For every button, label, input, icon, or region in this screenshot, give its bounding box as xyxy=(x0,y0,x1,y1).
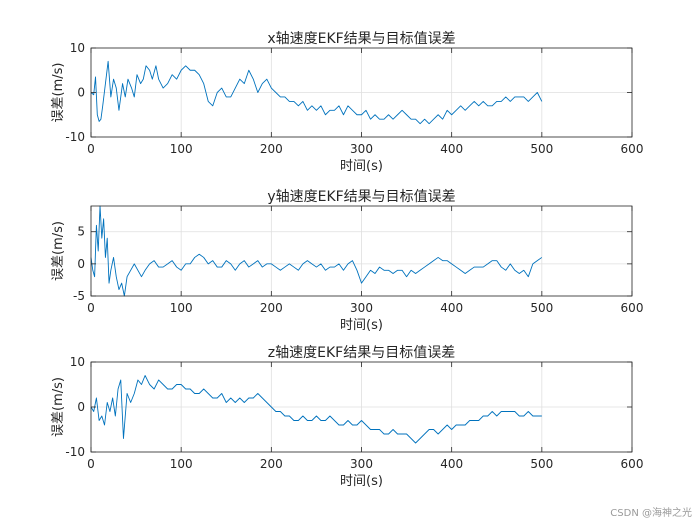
y-tick-label: 5 xyxy=(77,225,85,239)
y-axis-label: 误差(m/s) xyxy=(51,221,66,281)
subplot-title: z轴速度EKF结果与目标值误差 xyxy=(268,345,455,361)
y-axis-label: 误差(m/s) xyxy=(51,63,66,123)
subplot-3: 0 100 200 300 400 500 600-10010z轴速度EKF结果与目标值误差… xyxy=(51,345,643,489)
y-tick-label: 10 xyxy=(70,355,85,369)
x-tick-label: 500 xyxy=(530,142,553,156)
x-tick-label: 600 xyxy=(621,301,644,315)
x-tick-label: 300 xyxy=(350,457,373,471)
subplot-1: 0 100 200 300 400 500 600-10010x轴速度EKF结果与目标值误差… xyxy=(51,31,643,174)
x-tick-label: 600 xyxy=(621,142,644,156)
x-tick-label: 200 xyxy=(260,142,283,156)
y-tick-label: 10 xyxy=(70,41,85,55)
x-tick-label: 600 xyxy=(621,457,644,471)
x-axis-label: 时间(s) xyxy=(340,474,383,489)
series-line-1 xyxy=(90,375,542,444)
x-tick-label: 100 xyxy=(170,457,193,471)
y-tick-label: -10 xyxy=(65,445,85,459)
x-tick-label: 0 xyxy=(87,457,95,471)
series-line-1 xyxy=(90,60,543,125)
x-tick-label: 100 xyxy=(170,142,193,156)
y-tick-label: -5 xyxy=(73,289,85,303)
x-tick-label: 100 xyxy=(170,301,193,315)
x-axis-label: 时间(s) xyxy=(340,159,383,174)
x-tick-label: 400 xyxy=(440,142,463,156)
y-tick-label: -10 xyxy=(65,130,85,144)
x-tick-label: 300 xyxy=(350,301,373,315)
watermark-text: CSDN @海神之光 xyxy=(610,506,692,519)
series-line-1 xyxy=(90,205,543,297)
subplot-title: x轴速度EKF结果与目标值误差 xyxy=(267,31,455,47)
x-tick-label: 400 xyxy=(440,457,463,471)
x-tick-label: 400 xyxy=(440,301,463,315)
x-tick-label: 0 xyxy=(87,142,95,156)
x-tick-label: 500 xyxy=(530,301,553,315)
x-tick-label: 200 xyxy=(260,301,283,315)
y-tick-label: 0 xyxy=(77,257,85,271)
subplot-title: y轴速度EKF结果与目标值误差 xyxy=(267,189,455,205)
x-tick-label: 500 xyxy=(530,457,553,471)
subplot-2: 0 100 200 300 400 500 600-505y轴速度EKF结果与目标值误差时间… xyxy=(51,189,643,333)
x-tick-label: 300 xyxy=(350,142,373,156)
x-axis-label: 时间(s) xyxy=(340,318,383,333)
x-tick-label: 0 xyxy=(87,301,95,315)
x-tick-label: 200 xyxy=(260,457,283,471)
y-tick-label: 0 xyxy=(77,86,85,100)
y-tick-label: 0 xyxy=(77,400,85,414)
y-axis-label: 误差(m/s) xyxy=(51,377,66,437)
